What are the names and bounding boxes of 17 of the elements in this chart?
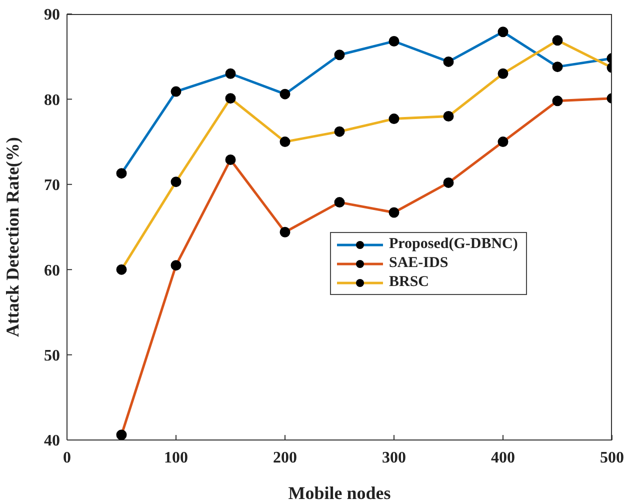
x-tick-label: 200 xyxy=(273,449,297,466)
x-tick-label: 300 xyxy=(382,449,406,466)
y-tick-label: 40 xyxy=(44,432,60,450)
x-tick-label: 500 xyxy=(600,449,624,466)
y-tick-label: 60 xyxy=(44,262,60,280)
y-tick-label: 80 xyxy=(44,92,60,109)
y-tick-label: 90 xyxy=(44,6,60,24)
x-tick-label: 0 xyxy=(63,449,71,466)
legend-label: Proposed(G-DBNC) xyxy=(389,235,518,254)
legend-label: BRSC xyxy=(389,273,430,292)
y-tick-label: 70 xyxy=(44,177,60,194)
x-tick-label: 100 xyxy=(164,449,188,466)
y-axis-title: Attack Detection Rate(%) xyxy=(2,137,22,337)
x-axis-title: Mobile nodes xyxy=(288,483,391,501)
legend-label: SAE-IDS xyxy=(389,254,448,273)
x-tick-label: 400 xyxy=(491,449,515,466)
y-tick-label: 50 xyxy=(44,347,60,364)
